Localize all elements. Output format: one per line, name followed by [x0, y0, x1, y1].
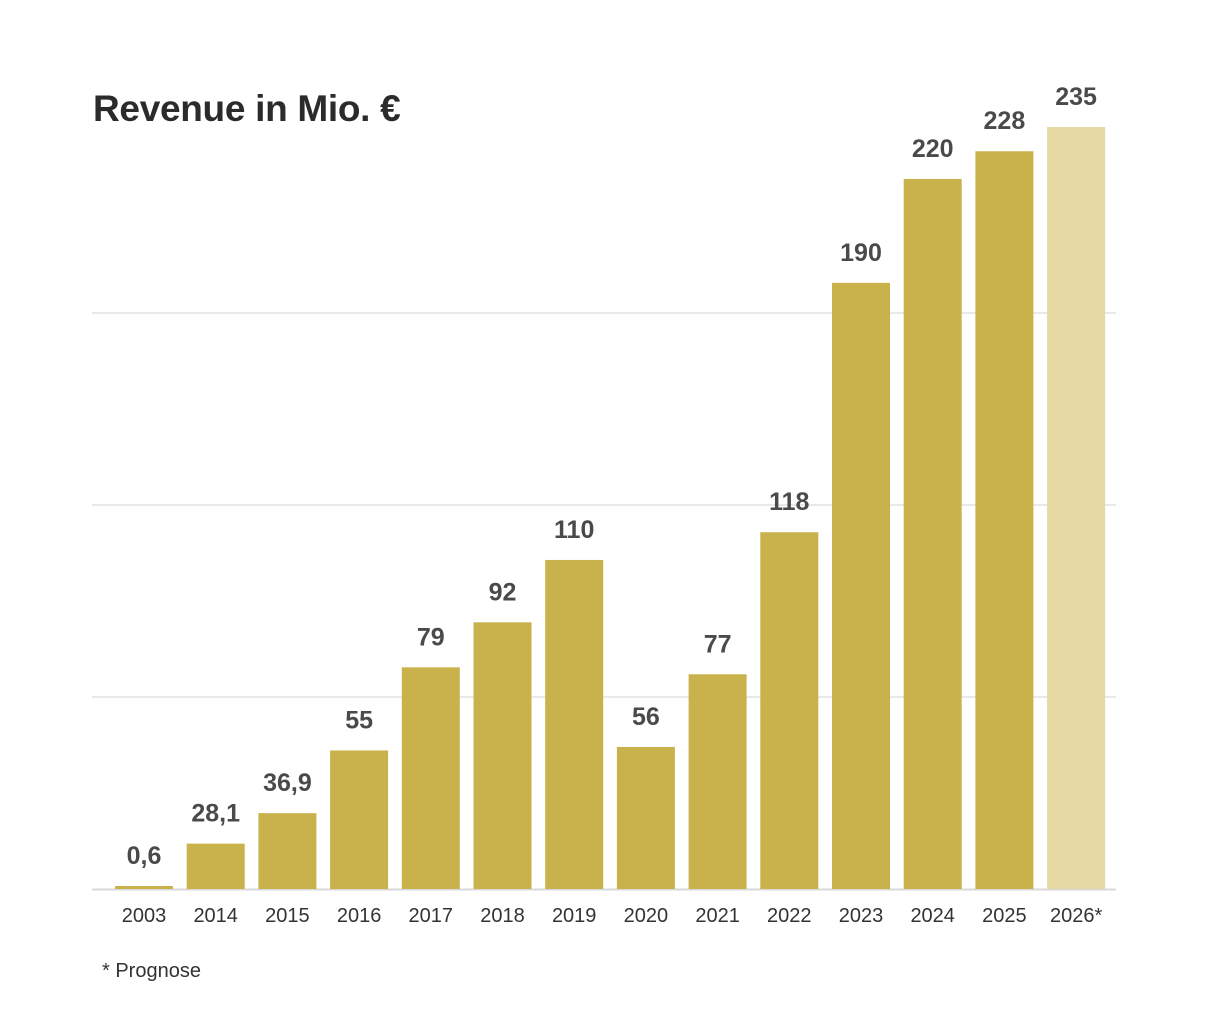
data-label: 118 — [769, 488, 809, 516]
bar — [115, 886, 173, 889]
x-tick-label: 2003 — [122, 905, 167, 927]
bar — [473, 622, 532, 889]
x-tick-label: 2017 — [409, 905, 454, 927]
x-tick-label: 2014 — [193, 905, 238, 927]
data-label: 190 — [840, 239, 882, 267]
bar — [832, 282, 890, 889]
x-tick-label: 2020 — [624, 905, 669, 927]
bar — [401, 667, 460, 889]
bar — [258, 813, 317, 889]
x-tick-label: 2016 — [337, 905, 382, 927]
bar — [616, 746, 675, 889]
x-tick-label: 2021 — [695, 905, 740, 927]
bar — [760, 532, 819, 889]
data-label: 56 — [632, 703, 660, 731]
data-label: 220 — [912, 135, 954, 163]
bar — [975, 151, 1034, 889]
data-label: 92 — [489, 578, 517, 606]
bar — [186, 843, 245, 889]
data-label: 55 — [345, 706, 373, 734]
x-tick-label: 2023 — [839, 905, 884, 927]
x-tick-label: 2025 — [982, 905, 1027, 927]
bar — [545, 559, 604, 889]
data-label: 28,1 — [191, 800, 240, 828]
bar — [903, 178, 962, 890]
bar — [688, 674, 747, 889]
x-tick-label: 2026* — [1050, 905, 1102, 927]
x-tick-label: 2018 — [480, 905, 525, 927]
x-tick-label: 2022 — [767, 905, 812, 927]
data-label: 77 — [704, 630, 732, 658]
footnote: * Prognose — [102, 960, 201, 982]
data-label: 0,6 — [127, 842, 162, 870]
data-label: 110 — [554, 516, 594, 544]
chart-title: Revenue in Mio. € — [93, 88, 401, 129]
x-tick-label: 2019 — [552, 905, 597, 927]
data-label: 36,9 — [263, 769, 312, 797]
data-label: 79 — [417, 623, 445, 651]
data-label: 228 — [984, 107, 1026, 135]
data-label: 235 — [1055, 83, 1097, 111]
x-tick-label: 2024 — [910, 905, 955, 927]
bar — [1047, 127, 1106, 889]
x-tick-label: 2015 — [265, 905, 310, 927]
bar — [330, 750, 389, 889]
